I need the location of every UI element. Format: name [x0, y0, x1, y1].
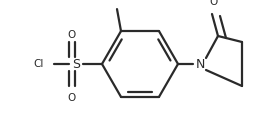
Text: Br: Br	[112, 0, 124, 2]
Text: O: O	[210, 0, 218, 7]
Text: O: O	[68, 93, 76, 103]
Text: N: N	[195, 58, 205, 70]
Text: S: S	[72, 58, 80, 70]
Text: O: O	[68, 30, 76, 40]
Text: Cl: Cl	[34, 59, 44, 69]
